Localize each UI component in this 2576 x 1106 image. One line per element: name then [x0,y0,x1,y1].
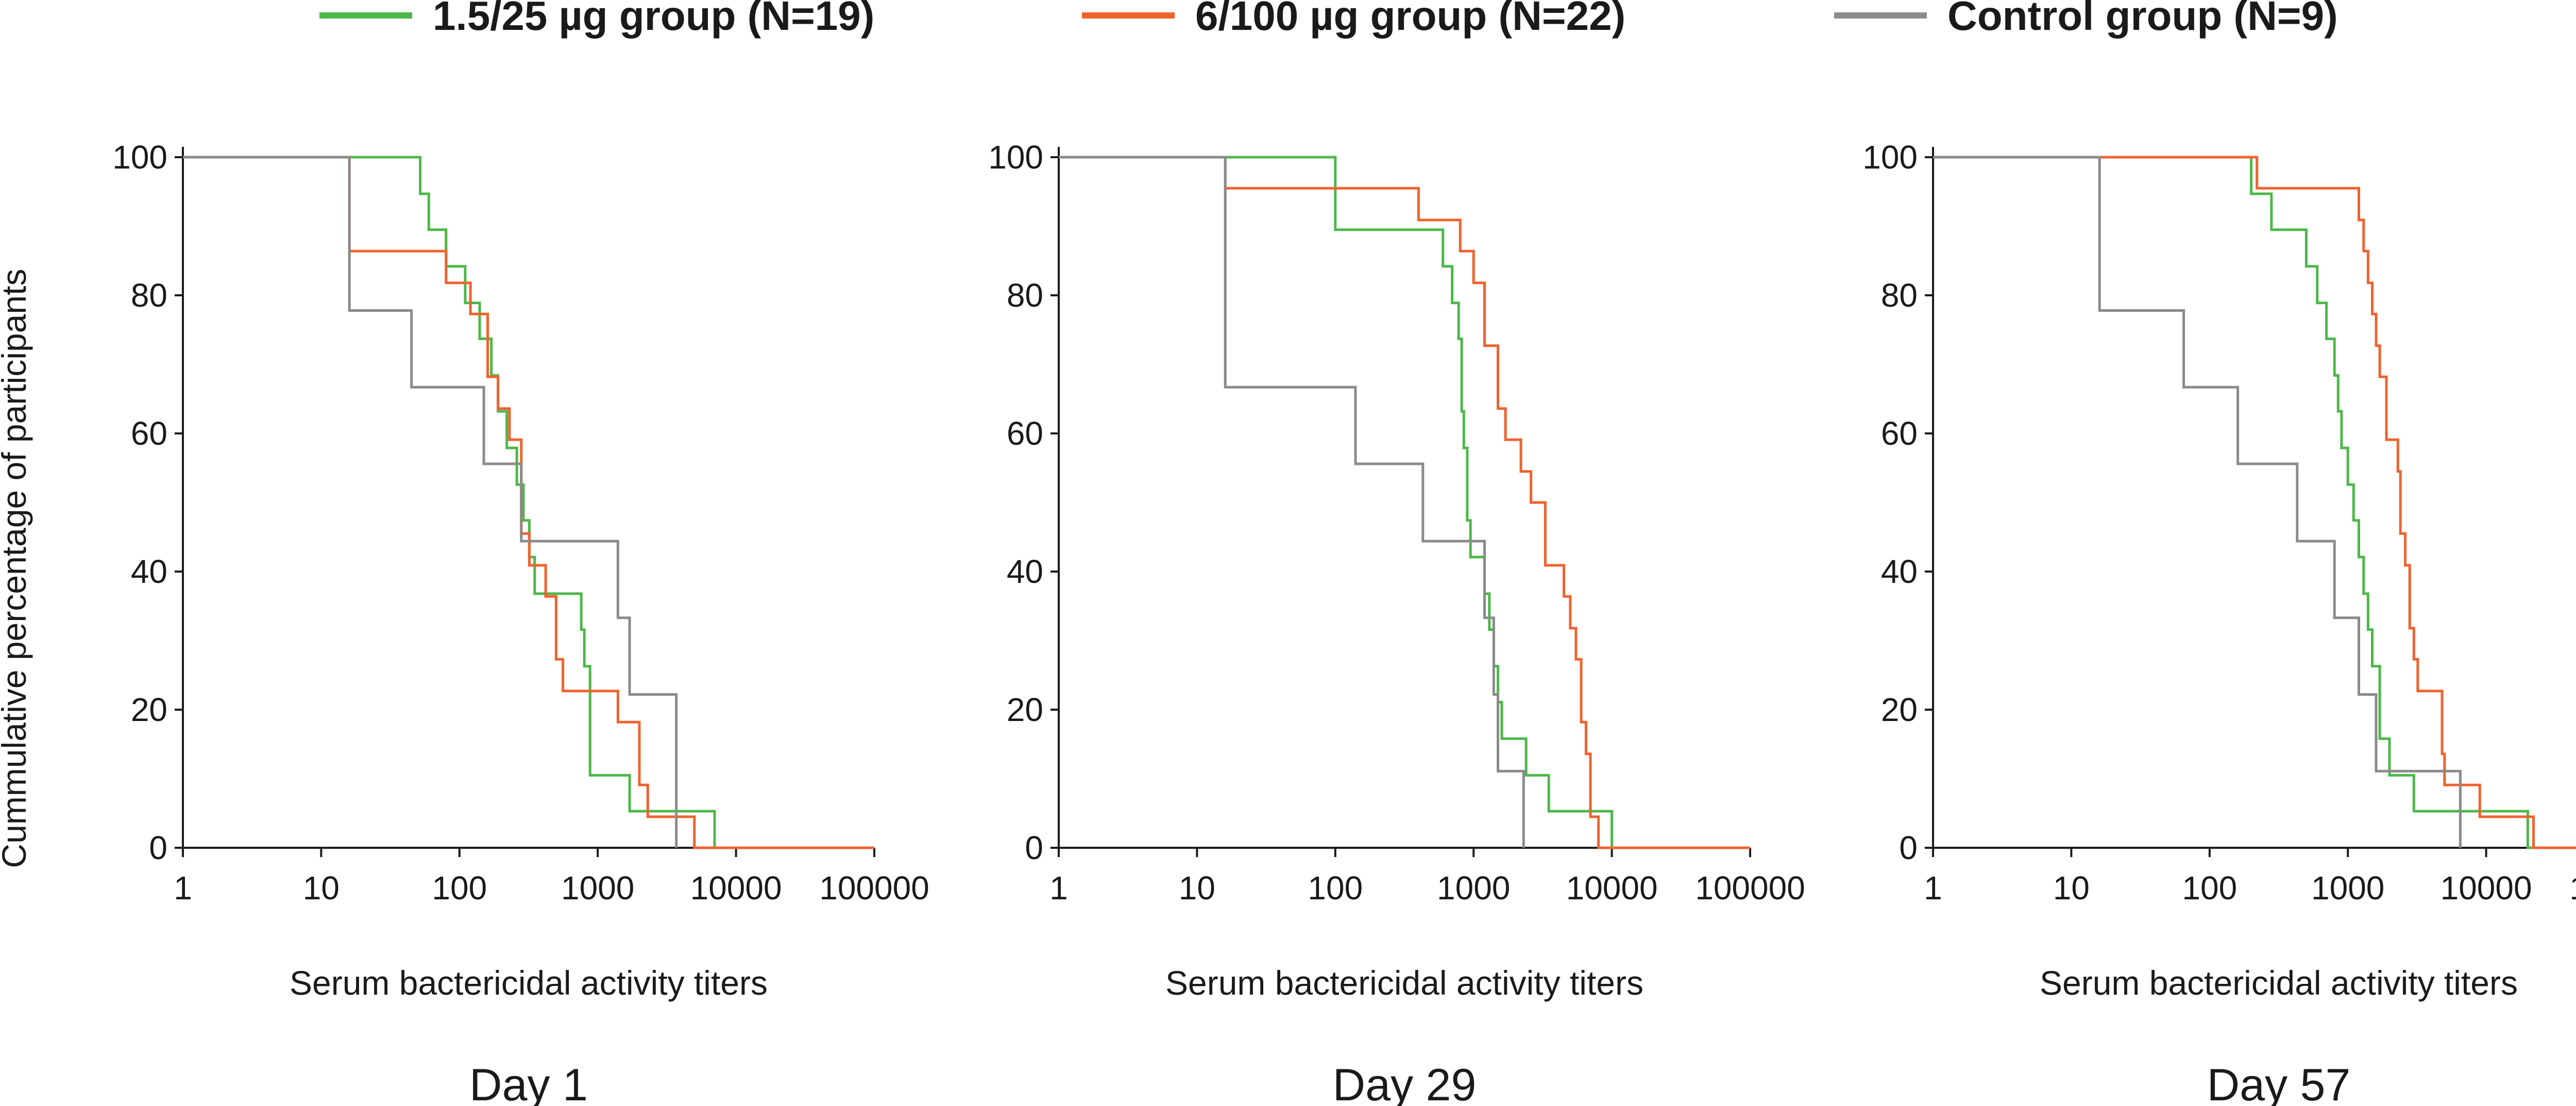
y-tick-label: 60 [131,415,167,452]
series-line-1 [1059,156,1750,849]
y-tick-label: 60 [1881,415,1918,452]
series-line-3 [1059,156,1525,848]
x-tick-label: 10000 [690,869,782,907]
y-tick-label: 20 [1007,691,1043,728]
x-tick-label: 10 [303,869,340,907]
x-tick-label: 1000 [2311,869,2384,907]
x-tick-label: 100000 [2569,869,2576,907]
x-tick-label: 100 [1308,869,1363,907]
y-tick-label: 20 [1881,691,1918,728]
series-line-2 [183,156,874,849]
x-axis-label: Serum bactericidal activity titers [290,964,768,1002]
x-axis-label: Serum bactericidal activity titers [2040,964,2518,1002]
chart-title: Day 1 [469,1059,588,1106]
y-tick-label: 60 [1007,415,1043,452]
x-tick-label: 10000 [2441,869,2532,907]
x-tick-label: 1 [174,869,192,907]
y-tick-label: 100 [112,139,167,176]
x-tick-label: 1000 [561,869,634,907]
series-line-1 [183,156,874,849]
chart-panel-2: 0 20 40 60 80 100 1 10 100 1000 10000 100000 Serum b… [988,139,1805,1106]
y-tick-label: 40 [131,553,167,590]
x-tick-label: 10 [1179,869,1215,907]
x-tick-label: 10 [2053,869,2090,907]
chart-panel-3: 0 20 40 60 80 100 1 10 100 1000 10000 100000 Serum b… [1862,139,2576,1106]
series-line-3 [1933,156,2462,848]
chart-title: Day 29 [1333,1059,1477,1106]
series-line-2 [1933,156,2576,849]
y-tick-label: 20 [131,691,167,728]
legend-label-2: 6/100 µg group (N=22) [1195,0,1625,39]
y-tick-label: 0 [1899,829,1918,866]
x-tick-label: 10000 [1566,869,1658,907]
y-axis-label: Cummulative percentage of participants [0,269,33,868]
y-tick-label: 80 [131,277,167,314]
x-tick-label: 1 [1049,869,1068,907]
x-tick-label: 1 [1924,869,1942,907]
legend: 1.5/25 µg group (N=19) 6/100 µg group (N=… [319,0,2338,39]
chart-panel-1: 0 20 40 60 80 100 1 10 100 1000 10000 100000 Serum b… [112,139,929,1106]
series-line-1 [1933,156,2576,849]
y-tick-label: 100 [988,139,1043,176]
x-tick-label: 100000 [1695,869,1805,907]
y-tick-label: 80 [1881,277,1918,314]
y-tick-label: 0 [1025,829,1043,866]
x-tick-label: 100000 [819,869,929,907]
y-tick-label: 40 [1007,553,1043,590]
x-tick-label: 1000 [1437,869,1510,907]
y-tick-label: 0 [149,829,167,866]
series-line-3 [183,156,678,848]
series-line-2 [1059,156,1750,849]
x-tick-label: 100 [432,869,487,907]
chart-title: Day 57 [2207,1059,2351,1106]
y-tick-label: 100 [1862,139,1918,176]
legend-label-3: Control group (N=9) [1947,0,2338,39]
x-tick-label: 100 [2182,869,2237,907]
x-axis-label: Serum bactericidal activity titers [1165,964,1643,1002]
legend-label-1: 1.5/25 µg group (N=19) [433,0,874,39]
y-tick-label: 40 [1881,553,1918,590]
y-tick-label: 80 [1007,277,1043,314]
